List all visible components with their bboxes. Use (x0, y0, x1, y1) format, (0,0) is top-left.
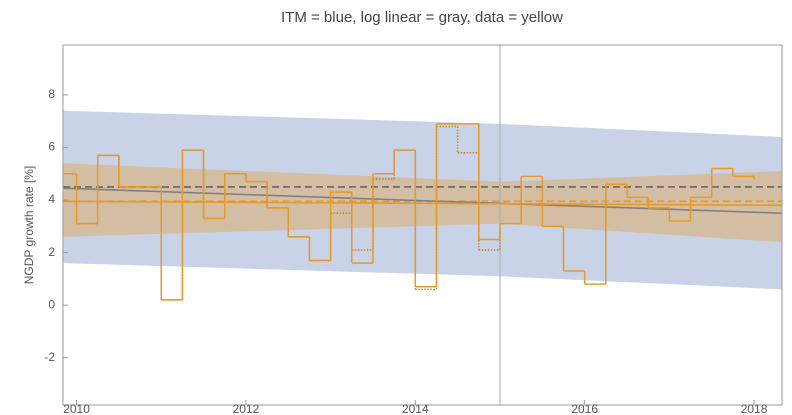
y-tick-label: -2 (44, 350, 55, 364)
chart-title: ITM = blue, log linear = gray, data = ye… (281, 9, 563, 26)
x-tick-label: 2014 (402, 402, 429, 415)
plot-area (63, 45, 782, 405)
y-tick-label: 0 (48, 297, 55, 311)
y-tick-label: 2 (48, 245, 55, 259)
y-tick-label: 6 (48, 140, 55, 154)
x-tick-label: 2016 (571, 402, 598, 415)
x-tick-label: 2012 (233, 402, 260, 415)
y-tick-label: 4 (48, 192, 55, 206)
y-axis-label: NGDP growth rate [%] (22, 166, 36, 285)
x-tick-label: 2010 (63, 402, 90, 415)
x-tick-label: 2018 (741, 402, 768, 415)
y-tick-label: 8 (48, 87, 55, 101)
plot-frame (62, 44, 783, 406)
